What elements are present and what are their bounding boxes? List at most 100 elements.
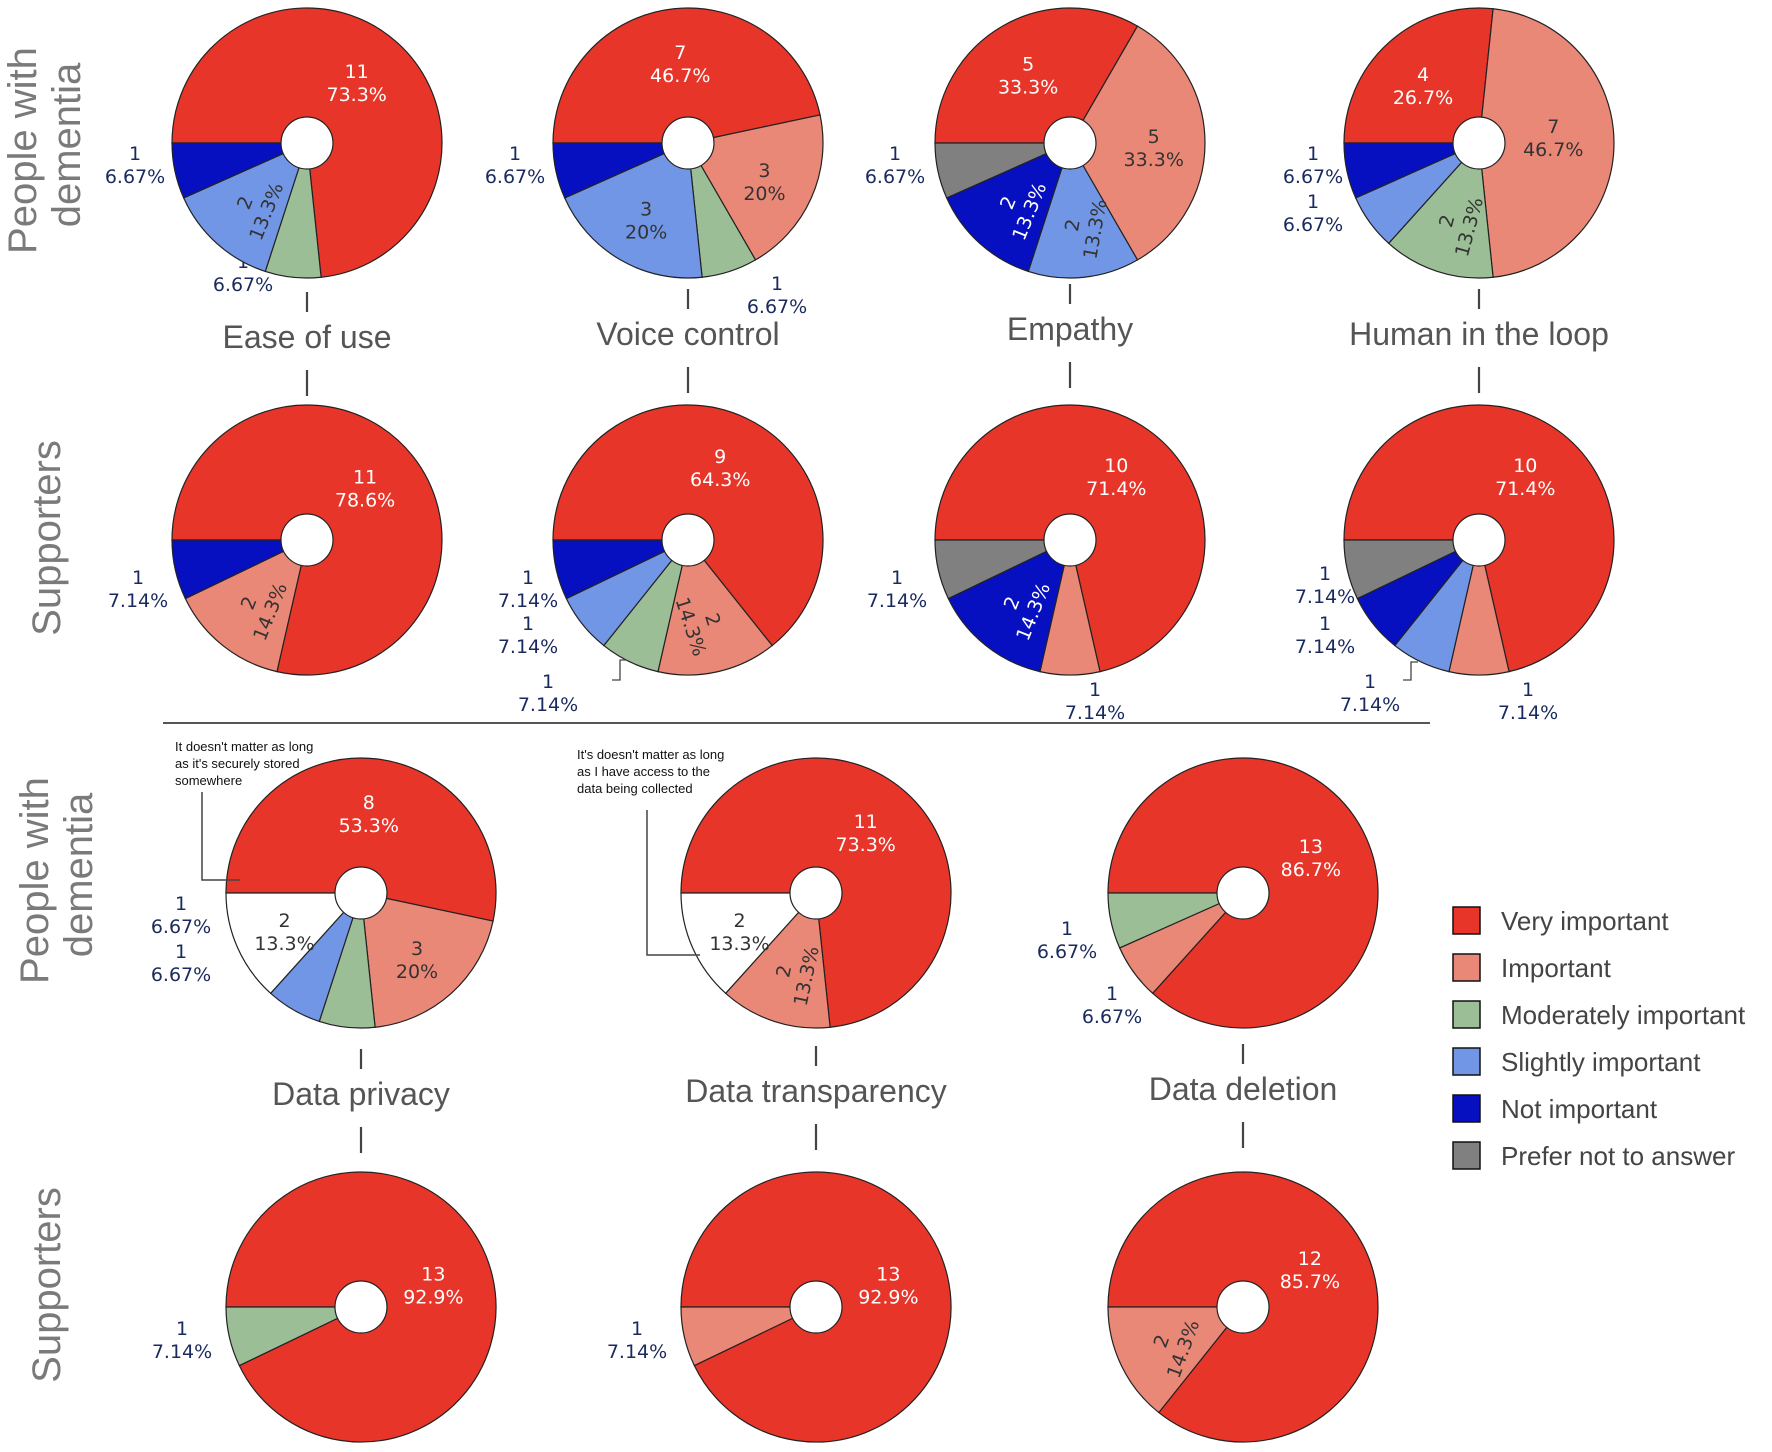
- slice-label: 7 46.7%: [650, 42, 710, 87]
- pie-slice-important: [1107, 1306, 1245, 1414]
- pie-slice-moderately-important: [225, 1306, 362, 1367]
- slice-percent: 86.7%: [1281, 859, 1341, 881]
- slice-label: 11 73.3%: [836, 811, 896, 856]
- slice-percent: 6.67%: [485, 166, 545, 188]
- pie-slice-very-important: [934, 7, 1139, 144]
- slice-percent: 46.7%: [650, 65, 710, 87]
- pie-center-hole: [280, 116, 334, 170]
- slice-percent: 46.7%: [1523, 139, 1583, 161]
- slice-count: 7: [1547, 116, 1559, 138]
- pie-slice-very-important: [1343, 7, 1494, 144]
- pie-center-hole: [661, 116, 715, 170]
- slice-percent: 7.14%: [607, 1341, 667, 1363]
- slice-percent: 7.14%: [498, 636, 558, 658]
- pie-data-transparency-supporters: 13 92.9% 1 7.14%: [607, 1171, 952, 1443]
- slice-label: 1 7.14%: [607, 1318, 667, 1363]
- slice-label: 13 86.7%: [1281, 836, 1341, 881]
- slice-count: 1: [522, 613, 534, 635]
- slice-percent: 33.3%: [998, 77, 1058, 99]
- pie-slice-slightly-important: [182, 141, 308, 273]
- pie-slice-slightly-important: [563, 142, 703, 279]
- pie-center-hole: [789, 1280, 843, 1334]
- note-transparency-leader: [646, 810, 700, 956]
- slice-label: 9 64.3%: [690, 446, 750, 491]
- slice-count: 1: [175, 941, 187, 963]
- pie-slice-slightly-important: [1027, 141, 1139, 279]
- slice-percent: 7.14%: [1295, 586, 1355, 608]
- pie-slice-not-important: [552, 142, 689, 199]
- pie-center-hole: [1043, 116, 1097, 170]
- slice-percent: 92.9%: [858, 1286, 918, 1308]
- pie-slice-moderately-important: [1387, 141, 1494, 279]
- slice-percent: 6.67%: [747, 296, 807, 318]
- slice-count: 1: [542, 671, 554, 693]
- slice-percent: 13.3%: [709, 933, 769, 955]
- pie-slice-other: [680, 892, 818, 995]
- pie-empathy-pwd: 5 33.3%5 33.3%213.3%213.3%1 6.67%: [865, 7, 1206, 279]
- pie-human-in-the-loop-supporters: 10 71.4%1 7.14%1 7.14%1 7.14%1 7.14%: [1295, 404, 1615, 724]
- pie-slice-important: [1478, 8, 1615, 278]
- slice-percent: 73.3%: [327, 84, 387, 106]
- slice-percent: 6.67%: [1283, 166, 1343, 188]
- legend-label: Moderately important: [1501, 1000, 1746, 1030]
- pie-slice-not-important: [947, 538, 1071, 673]
- slice-label: 3 20%: [743, 160, 785, 205]
- slice-label: 3 20%: [396, 938, 438, 983]
- slice-percent: 20%: [743, 183, 785, 205]
- pie-slice-very-important: [552, 7, 821, 144]
- chart-title: Ease of use: [223, 319, 392, 355]
- slice-count: 1: [1061, 918, 1073, 940]
- pie-slice-important: [184, 538, 308, 673]
- slice-count: 8: [363, 792, 375, 814]
- slice-count: 1: [771, 273, 783, 295]
- slice-percent: 7.14%: [498, 590, 558, 612]
- slice-count: 1: [1089, 679, 1101, 701]
- pie-center-hole: [1452, 116, 1506, 170]
- pie-center-hole: [1043, 513, 1097, 567]
- slice-percent: 6.67%: [1283, 214, 1343, 236]
- slice-percent: 73.3%: [836, 834, 896, 856]
- slice-count: 1: [509, 143, 521, 165]
- slice-percent: 71.4%: [1495, 478, 1555, 500]
- slice-count: 2: [733, 910, 745, 932]
- pie-human-in-the-loop-pwd: 4 26.7%7 46.7%213.3%1 6.67%1 6.67%: [1283, 7, 1615, 279]
- pie-slice-other: [225, 892, 363, 995]
- slice-count: 1: [1106, 983, 1118, 1005]
- slice-percent: 85.7%: [1280, 1271, 1340, 1293]
- chart-title: Data deletion: [1149, 1071, 1338, 1107]
- slice-label: 7 46.7%: [1523, 116, 1583, 161]
- slice-label: 4 26.7%: [1393, 64, 1453, 109]
- slice-count: 3: [640, 198, 652, 220]
- slice-count: 1: [1319, 563, 1331, 585]
- slice-label: 3 20%: [625, 198, 667, 243]
- slice-count: 4: [1417, 64, 1429, 86]
- pie-data-deletion-pwd: 13 86.7%1 6.67%1 6.67%: [1037, 757, 1379, 1029]
- legend-swatch-very-important: [1452, 906, 1481, 935]
- slice-label: 1 7.14%: [1065, 679, 1125, 724]
- slice-percent: 7.14%: [108, 590, 168, 612]
- pie-slice-important: [657, 538, 774, 676]
- chart-title: Voice control: [596, 316, 779, 352]
- slice-label: 10 71.4%: [1495, 455, 1555, 500]
- row-label-supporters-top: Supporters: [25, 440, 69, 636]
- slice-percent: 6.67%: [213, 274, 273, 296]
- slice-label: 1 7.14%: [108, 567, 168, 612]
- pie-slice-not-important: [1343, 142, 1480, 199]
- pie-slice-important: [360, 892, 494, 1028]
- pie-data-privacy-supporters: 13 92.9% 1 7.14%: [152, 1171, 497, 1443]
- slice-percent: 6.67%: [1082, 1006, 1142, 1028]
- slice-percent: 13.3%: [254, 933, 314, 955]
- slice-count: 2: [278, 910, 290, 932]
- slice-percent: 78.6%: [335, 490, 395, 512]
- slice-label: 1 7.14%: [1340, 671, 1400, 716]
- legend-swatch-not-important: [1452, 1094, 1481, 1123]
- label-leader: [1403, 661, 1418, 681]
- pie-center-hole: [789, 866, 843, 920]
- slice-label: 1 7.14%: [152, 1318, 212, 1363]
- slice-percent: 71.4%: [1086, 478, 1146, 500]
